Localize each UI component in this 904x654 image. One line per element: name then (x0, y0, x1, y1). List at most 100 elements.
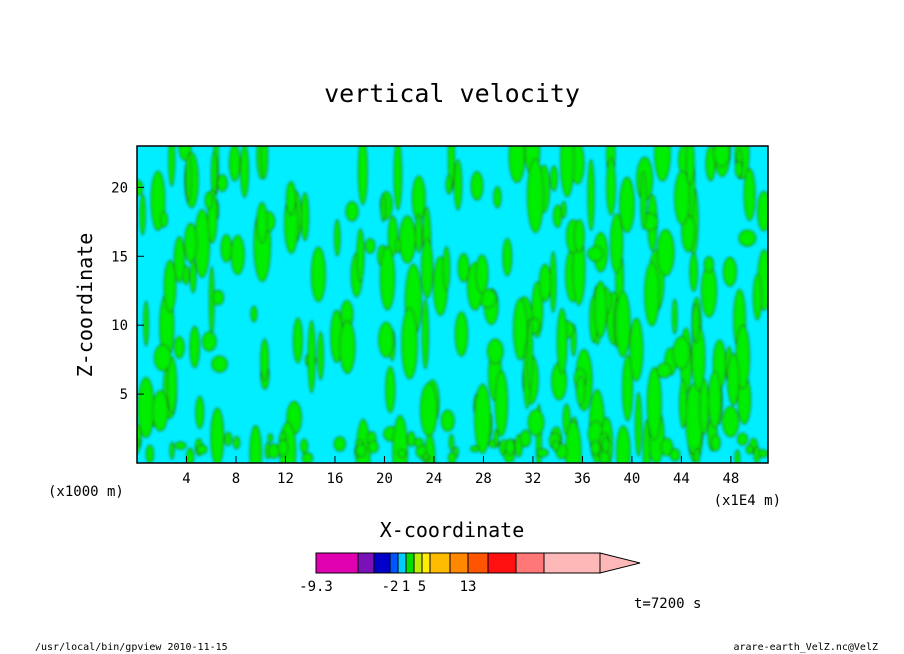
contour-blob (693, 448, 701, 463)
contour-blob (292, 317, 303, 364)
contour-blob (267, 443, 280, 459)
contour-blob (173, 336, 185, 359)
contour-blob (738, 229, 757, 247)
x-tick-label-4: 20 (376, 471, 393, 487)
contour-blob (606, 157, 616, 216)
contour-blob (414, 213, 423, 253)
contour-blob (678, 379, 688, 429)
contour-blob (475, 254, 489, 294)
x-tick-label-0: 4 (182, 471, 190, 487)
colorbar-swatch-13 (543, 552, 601, 574)
x-axis-label: X-coordinate (380, 518, 525, 542)
contour-blob (367, 440, 379, 454)
colorbar-swatch-10 (467, 552, 489, 574)
contour-blob (153, 344, 172, 372)
contour-blob (713, 146, 730, 168)
x-tick-label-9: 40 (623, 471, 640, 487)
contour-blob (470, 171, 484, 201)
plot-background (137, 146, 768, 463)
contour-blob (727, 353, 740, 406)
contour-blob (692, 303, 700, 344)
contour-blob (380, 193, 387, 222)
contour-blob (576, 375, 586, 406)
contour-blob (593, 281, 608, 338)
contour-blob (752, 273, 763, 321)
colorbar-swatch-7 (421, 552, 431, 574)
contour-blob (143, 300, 150, 347)
x-tick-label-8: 36 (574, 471, 591, 487)
contour-blob (159, 211, 168, 228)
colorbar-swatch-12 (515, 552, 545, 574)
contour-blob (166, 356, 178, 414)
contour-blob (556, 308, 568, 375)
contour-blob (640, 171, 647, 230)
contour-blob (699, 378, 710, 435)
contour-blob (356, 228, 365, 282)
contour-blob (538, 263, 552, 302)
contour-blob (710, 434, 721, 452)
contour-blob (393, 146, 403, 211)
x-tick-label-11: 48 (722, 471, 739, 487)
contour-blob (220, 234, 233, 263)
contour-blob (249, 425, 262, 463)
contour-blob (401, 307, 418, 380)
contour-blob (169, 441, 175, 460)
colorbar (315, 552, 641, 574)
colorbar-label-1: -2 (382, 579, 399, 595)
contour-blob (573, 219, 585, 253)
contour-blob (722, 256, 738, 287)
contour-blob (211, 355, 228, 373)
y-axis-ticks: 5 10 15 20 (111, 180, 144, 403)
contour-blob (224, 431, 233, 446)
contour-blob (642, 419, 651, 463)
contour-blob (189, 260, 197, 294)
contour-blob (310, 246, 326, 303)
colorbar-swatch-5 (405, 552, 415, 574)
contour-blob (440, 409, 455, 432)
contour-blob (745, 444, 754, 455)
contour-blob (536, 448, 549, 458)
y-tick-label-3: 20 (111, 180, 128, 196)
contour-blob (669, 448, 681, 462)
contour-blob (646, 367, 662, 441)
contour-blob (486, 338, 504, 365)
contour-blob (689, 252, 698, 292)
contour-blob (299, 438, 309, 454)
contour-blob (228, 146, 241, 182)
contour-blob (365, 238, 376, 254)
contour-blob (240, 146, 250, 198)
contour-blob (757, 190, 768, 232)
contour-blob (457, 253, 470, 283)
contour-blob (454, 311, 469, 357)
contour-blob (470, 445, 480, 453)
contour-blob (398, 215, 416, 264)
contour-blob (504, 438, 516, 456)
contour-blob (301, 452, 314, 463)
plot-frame (136, 145, 769, 464)
colorbar-swatch-3 (389, 552, 399, 574)
colorbar-label-3: 5 (418, 579, 426, 595)
contour-blob (734, 160, 743, 178)
contour-blob (590, 440, 601, 456)
contour-blob (173, 236, 186, 283)
contour-blob (421, 298, 430, 370)
contour-blob (587, 159, 595, 231)
contour-blob (185, 152, 192, 203)
contour-blob (474, 383, 492, 454)
contour-blob (357, 146, 368, 205)
y-tick-label-0: 5 (120, 387, 128, 403)
contour-blob (385, 366, 396, 414)
contour-blob (685, 146, 695, 185)
contour-blob (644, 261, 660, 327)
contour-blob (703, 256, 715, 273)
contour-blob (610, 213, 624, 274)
contour-blob (201, 331, 217, 352)
contour-blob (674, 170, 691, 225)
colorbar-swatch-2 (373, 552, 391, 574)
colorbar-swatch-9 (449, 552, 469, 574)
contour-blob (250, 305, 258, 323)
contour-blob (629, 317, 644, 382)
x-tick-label-1: 8 (232, 471, 240, 487)
contour-blob (513, 298, 528, 361)
